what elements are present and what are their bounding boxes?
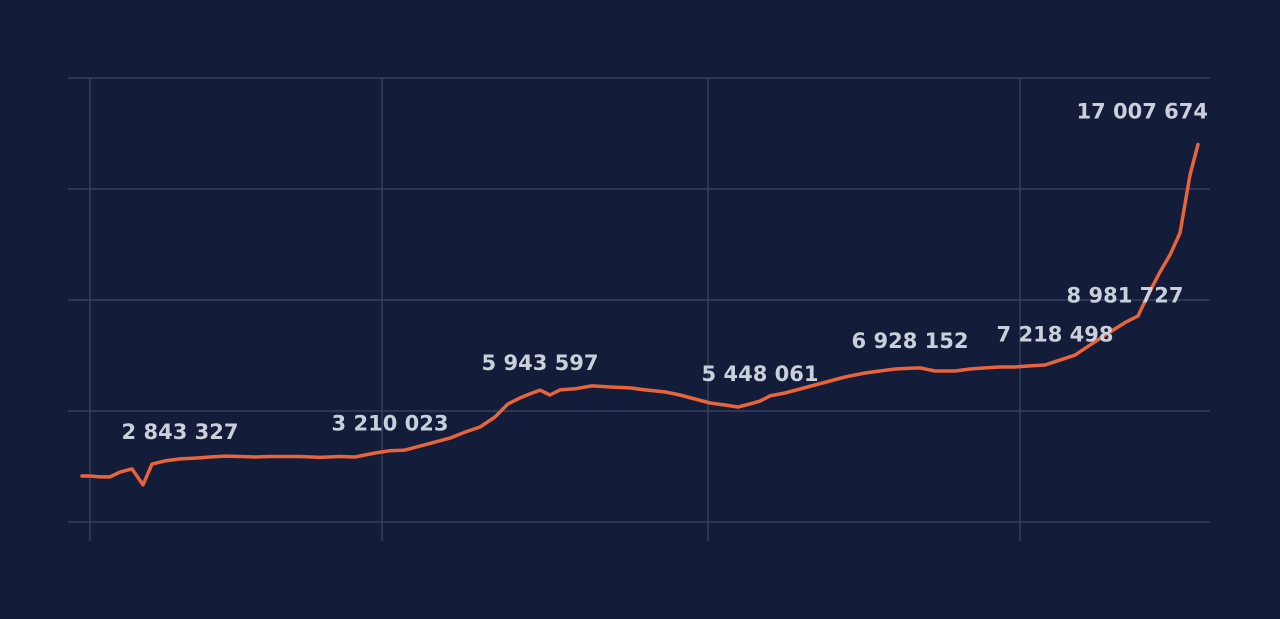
- data-line: [80, 142, 1200, 487]
- data-label: 17 007 674: [1076, 99, 1208, 123]
- data-label: 3 210 023: [332, 412, 449, 436]
- data-label: 8 981 727: [1067, 284, 1184, 308]
- data-label: 7 218 498: [997, 323, 1114, 347]
- data-label: 5 448 061: [702, 362, 819, 386]
- data-label: 2 843 327: [122, 420, 239, 444]
- data-label: 6 928 152: [852, 329, 969, 353]
- data-label: 5 943 597: [482, 351, 599, 375]
